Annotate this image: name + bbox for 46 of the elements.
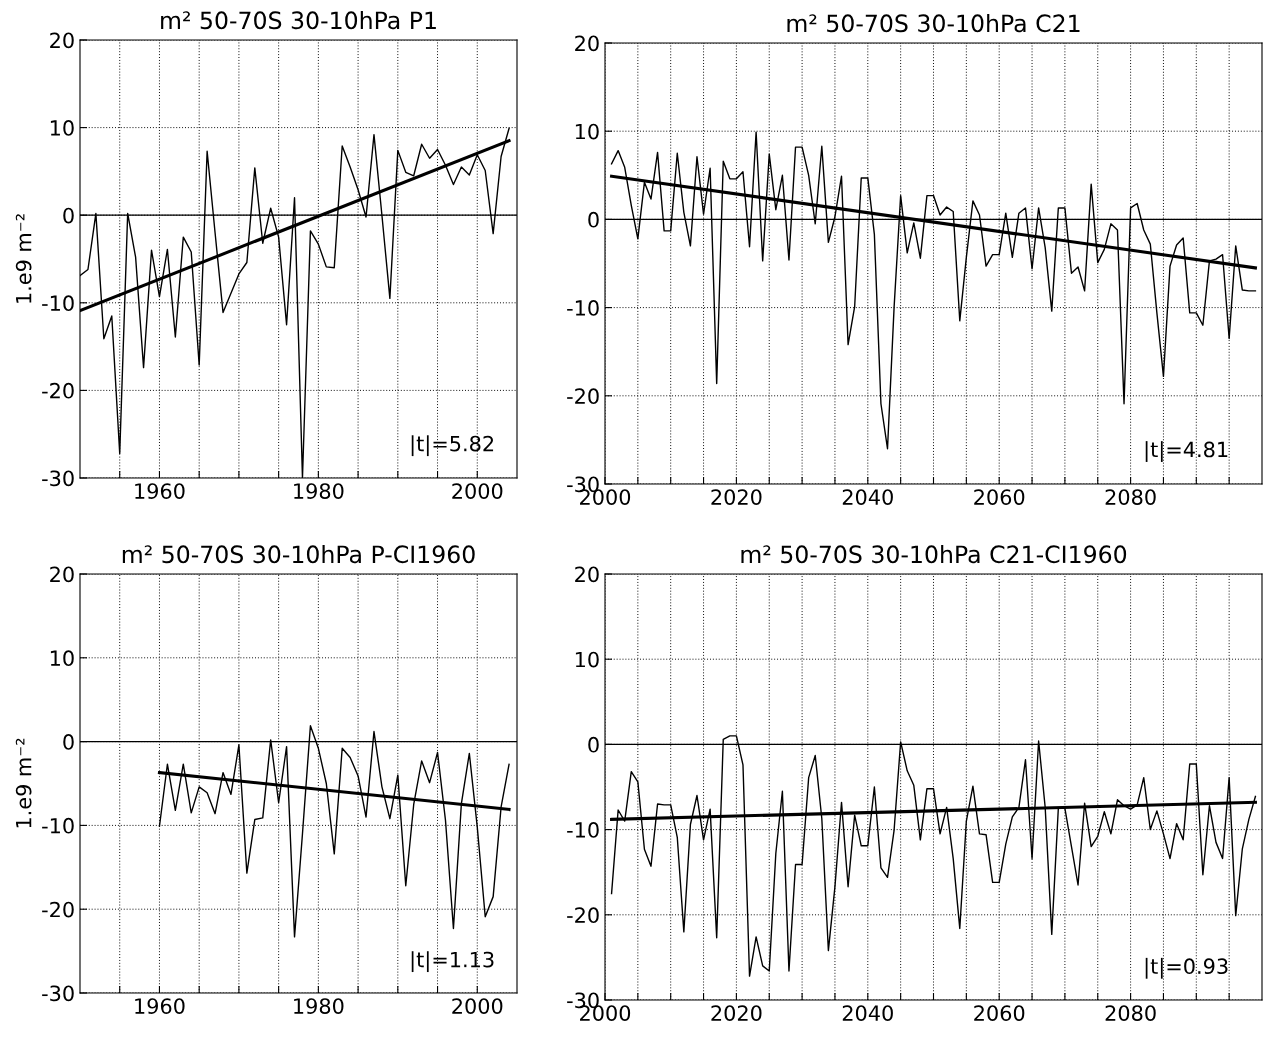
y-tick-label: 10 xyxy=(575,651,599,668)
x-tick-label: 2000 xyxy=(452,998,503,1014)
x-tick-label: 1960 xyxy=(135,998,185,1014)
y-tick-label: -20 xyxy=(42,901,74,918)
y-tick-label: 10 xyxy=(50,650,74,667)
y-tick-label: -30 xyxy=(42,470,74,487)
x-tick-label: 1980 xyxy=(294,998,344,1014)
y-tick-label: -10 xyxy=(42,817,74,834)
annotation: |t|=1.13 xyxy=(411,951,494,973)
x-tick-label: 2040 xyxy=(842,1005,893,1021)
chart-title: m² 50-70S 30-10hPa C21-CI1960 xyxy=(741,544,1127,564)
x-tick-label: 2040 xyxy=(842,489,893,505)
x-tick-label: 2060 xyxy=(974,1005,1025,1021)
y-axis-title: 1.e9 m⁻² xyxy=(15,738,32,828)
chart-title: m² 50-70S 30-10hPa C21 xyxy=(787,13,1080,33)
y-axis-title: 1.e9 m⁻² xyxy=(15,214,32,303)
x-tick-label: 2080 xyxy=(1105,1005,1156,1021)
y-tick-label: -20 xyxy=(567,907,599,924)
y-tick-label: -10 xyxy=(567,300,599,316)
x-tick-label: 2020 xyxy=(711,489,762,505)
y-tick-label: 20 xyxy=(575,35,599,52)
y-tick-label: 20 xyxy=(50,566,74,583)
x-tick-label: 2080 xyxy=(1105,489,1156,505)
y-tick-label: 0 xyxy=(63,207,74,224)
x-tick-label: 1960 xyxy=(135,483,185,499)
x-tick-label: 2020 xyxy=(711,1005,762,1021)
chart-title: m² 50-70S 30-10hPa P1 xyxy=(161,10,436,30)
y-tick-label: -10 xyxy=(567,822,599,838)
y-tick-label: 20 xyxy=(575,566,599,583)
y-tick-label: 10 xyxy=(575,123,599,140)
x-tick-label: 1980 xyxy=(294,483,344,499)
y-tick-label: -20 xyxy=(42,382,74,399)
y-tick-label: 10 xyxy=(50,120,74,136)
y-tick-label: 20 xyxy=(50,32,74,49)
x-tick-label: 2000 xyxy=(452,483,503,499)
annotation: |t|=0.93 xyxy=(1145,957,1228,979)
y-tick-label: 0 xyxy=(588,211,599,228)
x-tick-label: 2060 xyxy=(974,489,1025,505)
annotation: |t|=4.81 xyxy=(1145,441,1228,462)
y-tick-label: 0 xyxy=(588,736,599,753)
y-tick-label: 0 xyxy=(63,734,74,750)
y-tick-label: -30 xyxy=(42,985,74,1002)
y-tick-label: -10 xyxy=(42,295,74,312)
y-tick-label: -20 xyxy=(567,388,599,405)
annotation: |t|=5.82 xyxy=(411,435,494,457)
chart-title: m² 50-70S 30-10hPa P-CI1960 xyxy=(122,544,475,564)
